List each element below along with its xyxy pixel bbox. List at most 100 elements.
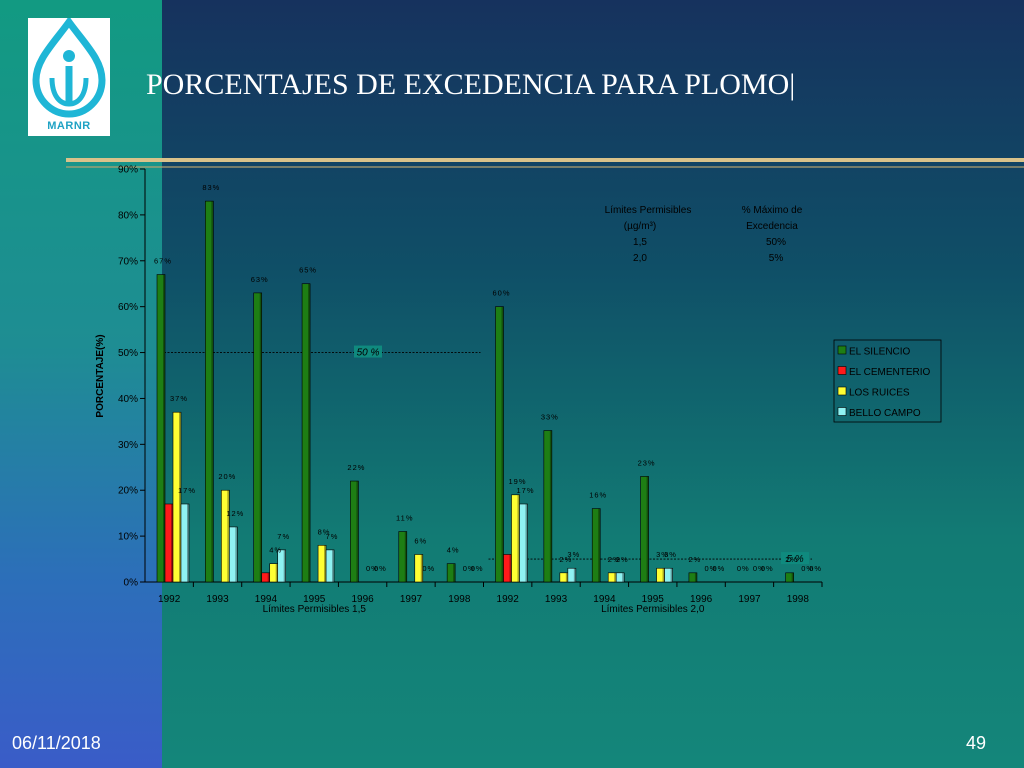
data-label-bello-campo: 3% <box>664 550 677 559</box>
data-label-el-silencio: 23% <box>638 458 656 467</box>
y-tick-label: 0% <box>124 578 139 589</box>
bar-bello-campo <box>180 503 190 583</box>
bar-bello-campo <box>615 572 625 583</box>
marnr-drop-icon <box>32 16 106 118</box>
table-row2-excess: 5% <box>769 253 784 264</box>
bar-shadow <box>332 549 335 582</box>
x-tick-label: 1996 <box>690 594 713 605</box>
data-label-el-silencio: 63% <box>251 275 269 284</box>
data-label-el-silencio: 11% <box>396 514 413 523</box>
bar-shadow <box>420 554 423 582</box>
bar-el-silencio <box>785 572 794 583</box>
table-row1-limit: 1,5 <box>633 237 647 248</box>
x-group-label: Límites Permisibles 2,0 <box>601 604 705 615</box>
x-tick-label: 1994 <box>593 594 616 605</box>
data-label-el-silencio: 2% <box>689 555 702 564</box>
x-tick-label: 1992 <box>158 594 181 605</box>
data-label-bello-campo: 17% <box>516 486 534 495</box>
y-tick-label: 90% <box>118 165 138 176</box>
bar-bello-campo <box>567 567 577 583</box>
data-label-el-silencio: 16% <box>589 491 607 500</box>
reference-label-bg <box>354 345 382 358</box>
data-label-el-silencio: 67% <box>154 257 172 266</box>
bar-bello-campo <box>325 549 335 583</box>
reference-label-bg <box>781 552 809 565</box>
x-group-label: Límites Permisibles 1,5 <box>263 604 367 615</box>
y-tick-label: 10% <box>118 532 138 543</box>
bar-shadow <box>235 526 238 582</box>
chart-bars <box>156 200 794 583</box>
data-label-los-ruices: 0% <box>463 564 476 573</box>
data-label-bello-campo: 0% <box>374 564 387 573</box>
x-tick-label: 1997 <box>738 594 761 605</box>
y-axis-label: PORCENTAJE(%) <box>95 334 106 417</box>
bar-shadow <box>598 508 601 582</box>
data-label-los-ruices: 0% <box>705 564 718 573</box>
table-row1-excess: 50% <box>766 237 786 248</box>
legend-box <box>833 339 942 423</box>
x-tick-label: 1998 <box>787 594 810 605</box>
x-tick-label: 1993 <box>545 594 568 605</box>
legend-label-el-cementerio: EL CEMENTERIO <box>849 367 931 378</box>
bar-el-silencio <box>253 292 263 583</box>
reference-label: 50 % <box>357 348 380 359</box>
data-label-los-ruices: 2% <box>559 555 572 564</box>
data-label-los-ruices: 4% <box>269 546 282 555</box>
bar-shadow <box>646 476 649 582</box>
data-label-el-silencio: 33% <box>541 413 559 422</box>
bar-el-silencio <box>688 572 698 583</box>
table-col1-header-2: (µg/m³) <box>624 221 656 232</box>
bar-shadow <box>453 563 456 582</box>
data-label-bello-campo: 3% <box>567 550 580 559</box>
bar-shadow <box>187 503 189 582</box>
data-label-bello-campo: 7% <box>326 532 339 541</box>
table-col2-header-2: Excedencia <box>746 221 798 232</box>
data-label-los-ruices: 8% <box>318 527 331 536</box>
y-tick-label: 70% <box>118 256 138 267</box>
y-tick-label: 50% <box>118 348 138 359</box>
legend-swatch-el-cementerio <box>837 366 847 375</box>
y-tick-label: 40% <box>118 394 138 405</box>
data-label-bello-campo: 17% <box>178 486 196 495</box>
data-label-bello-campo: 0% <box>713 564 726 573</box>
bar-shadow <box>694 572 697 582</box>
reference-label: 5 % <box>786 554 803 565</box>
y-tick-label: 60% <box>118 302 138 313</box>
legend-swatch-el-silencio <box>837 345 847 355</box>
bar-el-silencio <box>495 306 504 583</box>
bar-shadow <box>501 306 504 582</box>
bar-el-silencio <box>156 274 166 583</box>
bar-el-silencio <box>205 200 214 583</box>
bar-shadow <box>324 545 327 582</box>
data-label-los-ruices: 6% <box>414 536 427 545</box>
bar-shadow <box>614 572 617 582</box>
logo-text: MARNR <box>47 120 91 132</box>
data-label-bello-campo: 0% <box>471 564 484 573</box>
x-tick-label: 1992 <box>497 594 520 605</box>
x-tick-label: 1993 <box>206 594 229 605</box>
y-tick-label: 30% <box>118 440 138 451</box>
bar-bello-campo <box>519 503 528 583</box>
data-label-el-silencio: 2% <box>785 555 798 564</box>
bar-shadow <box>275 563 278 582</box>
y-tick-label: 20% <box>118 486 138 497</box>
data-label-los-ruices: 0% <box>801 564 814 573</box>
bar-shadow <box>227 490 230 582</box>
data-label-los-ruices: 37% <box>170 394 188 403</box>
bar-shadow <box>259 292 262 582</box>
chart-legend: EL SILENCIO EL CEMENTERIO LOS RUICES BELLO … <box>833 339 942 423</box>
data-label-los-ruices: 0% <box>753 564 766 573</box>
table-col2-header-1: % Máximo de <box>742 205 803 216</box>
bar-shadow <box>356 481 359 582</box>
bar-bello-campo <box>277 549 287 583</box>
title-divider-shadow <box>66 166 1024 168</box>
chart-axes: 0% 10% 20% 30% 40% 50% 60% 70% 80% 90% PORCENTAJE(… <box>95 165 823 615</box>
data-label-el-silencio: 4% <box>447 546 460 555</box>
marnr-logo: MARNR <box>28 16 110 136</box>
page-number: 49 <box>966 733 987 753</box>
data-label-los-ruices: 3% <box>656 550 669 559</box>
bar-el-silencio <box>446 563 456 583</box>
table-col1-header-1: Límites Permisibles <box>605 205 692 216</box>
bar-shadow <box>565 572 568 582</box>
